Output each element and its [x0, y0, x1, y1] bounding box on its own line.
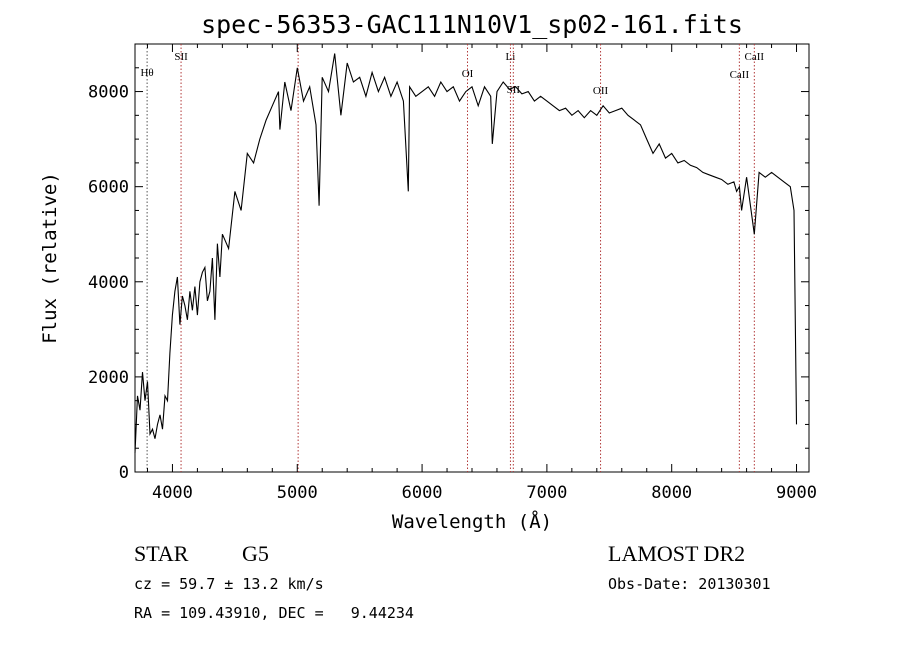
line-marker-label: SII — [507, 84, 521, 96]
object-class: STAR — [134, 541, 189, 566]
object-subclass: G5 — [242, 541, 269, 566]
plot-frame — [134, 43, 810, 473]
line-marker-label: OI — [462, 68, 474, 80]
chart-title: spec-56353-GAC111N10V1_sp02-161.fits — [201, 10, 743, 39]
x-tick-label: 4000 — [152, 483, 193, 503]
x-tick-label: 9000 — [776, 483, 817, 503]
x-tick-label: 7000 — [526, 483, 567, 503]
line-marker-label: Li — [506, 51, 516, 63]
y-axis-label: Flux (relative) — [39, 172, 61, 344]
line-marker-label: OII — [593, 85, 609, 97]
axes: 4000 5000 6000 7000 8000 9000 0 2000 4000 6000 800… — [88, 44, 817, 503]
x-tick-label: 8000 — [651, 483, 692, 503]
x-tick-label: 5000 — [277, 483, 318, 503]
y-tick-label: 4000 — [88, 273, 129, 293]
survey-name: LAMOST DR2 — [608, 541, 746, 566]
y-tick-label: 0 — [119, 463, 129, 483]
y-tick-label: 8000 — [88, 83, 129, 103]
spectral-line-markers: Hθ SII OI Li SII OII CaII CaII — [140, 44, 764, 472]
redshift-value: cz = 59.7 ± 13.2 km/s — [134, 575, 324, 593]
observation-date: Obs-Date: 20130301 — [608, 575, 771, 593]
line-marker-label: Hθ — [140, 67, 153, 79]
spectrum-line — [134, 53, 798, 454]
x-tick-label: 6000 — [402, 483, 443, 503]
coordinates: RA = 109.43910, DEC = 9.44234 — [134, 604, 414, 622]
line-marker-label: CaII — [745, 51, 765, 63]
line-marker-label: SII — [174, 51, 188, 63]
x-axis-label: Wavelength (Å) — [392, 510, 552, 533]
line-marker-label: CaII — [730, 69, 750, 81]
y-tick-label: 2000 — [88, 368, 129, 388]
spectrum-chart: spec-56353-GAC111N10V1_sp02-161.fits Hθ S… — [39, 10, 817, 533]
y-tick-label: 6000 — [88, 178, 129, 198]
